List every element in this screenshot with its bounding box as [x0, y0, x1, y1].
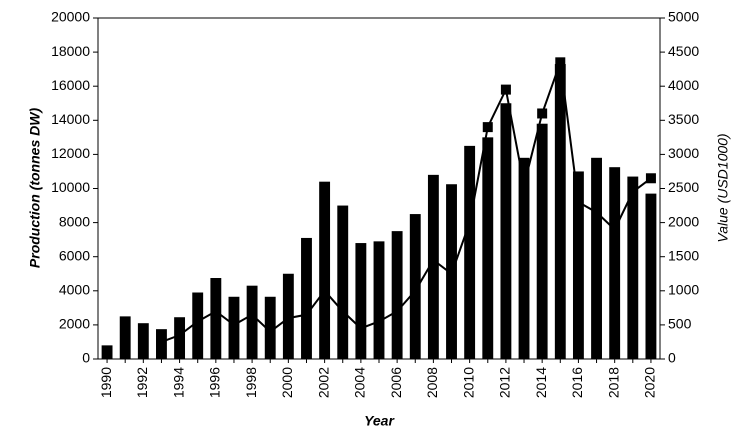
line-marker — [301, 309, 312, 320]
bar — [591, 157, 602, 359]
x-tick-label: 2012 — [497, 367, 513, 398]
x-tick-label: 1998 — [243, 367, 259, 398]
y-tick-label: 20000 — [51, 9, 90, 25]
y-tick-label: 0 — [82, 350, 90, 366]
bar — [500, 103, 512, 359]
line-marker — [627, 186, 638, 197]
bar — [319, 181, 331, 359]
y-tick-label: 6000 — [59, 247, 90, 263]
y-tick-label: 14000 — [51, 111, 90, 127]
line-marker — [609, 224, 620, 235]
line-marker — [537, 108, 548, 119]
y-tick-label: 18000 — [51, 43, 90, 59]
bar — [301, 237, 312, 359]
x-tick-label: 2008 — [424, 367, 440, 398]
line-marker — [374, 316, 384, 327]
bar — [518, 157, 530, 359]
y2-tick-label: 5000 — [668, 9, 699, 25]
bar — [482, 137, 494, 359]
x-tick-label: 1996 — [207, 367, 223, 398]
x-tick-label: 2016 — [569, 367, 585, 398]
line-marker — [555, 57, 566, 68]
bar — [536, 123, 548, 360]
x-tick-label: 2010 — [460, 367, 476, 398]
bar — [337, 205, 349, 359]
line-marker — [464, 217, 475, 228]
y2-tick-label: 3000 — [668, 145, 699, 161]
line-marker — [410, 285, 421, 296]
line-marker — [265, 326, 276, 337]
x-tick-label: 2006 — [388, 367, 404, 398]
bar — [572, 171, 584, 359]
line-marker — [446, 268, 457, 279]
line-marker — [156, 336, 167, 347]
line-marker — [591, 207, 602, 218]
x-tick-label: 1990 — [98, 367, 114, 398]
bar — [119, 316, 131, 359]
y2-tick-label: 0 — [668, 350, 676, 366]
x-tick-label: 2004 — [352, 367, 368, 398]
y-tick-label: 2000 — [59, 316, 90, 332]
line-marker — [247, 309, 258, 320]
y2-axis-title: Value (USD1000) — [715, 133, 731, 242]
y2-tick-label: 3500 — [668, 111, 699, 127]
y-tick-label: 4000 — [59, 282, 90, 298]
bar — [609, 167, 621, 359]
y-tick-label: 16000 — [51, 77, 90, 93]
bar — [627, 176, 639, 359]
line-marker — [174, 330, 185, 341]
line-marker — [319, 285, 330, 296]
x-tick-label: 1994 — [170, 367, 186, 398]
line-marker — [192, 316, 203, 327]
line — [161, 61, 652, 343]
bar — [137, 323, 149, 359]
x-tick-label: 1992 — [134, 367, 150, 398]
line-marker — [573, 197, 584, 208]
bar — [391, 231, 403, 359]
line-marker — [210, 306, 221, 317]
bar — [210, 278, 222, 359]
y2-tick-label: 1500 — [668, 247, 699, 263]
line-marker — [392, 306, 403, 317]
x-tick-label: 2000 — [279, 367, 295, 398]
y2-tick-label: 1000 — [668, 282, 699, 298]
x-tick-label: 2002 — [315, 367, 331, 398]
bar — [373, 241, 385, 359]
y-tick-label: 8000 — [59, 213, 90, 229]
y-axis-title: Production (tonnes DW) — [27, 108, 43, 269]
line-marker — [428, 255, 439, 266]
x-tick-label: 2020 — [642, 367, 658, 398]
bar — [464, 145, 476, 359]
x-tick-label: 2018 — [605, 367, 621, 398]
y2-tick-label: 4500 — [668, 43, 699, 59]
bar — [427, 174, 439, 359]
bar — [645, 193, 657, 359]
y2-tick-label: 4000 — [668, 77, 699, 93]
y2-tick-label: 2000 — [668, 213, 699, 229]
line-marker — [645, 173, 656, 184]
bar — [355, 243, 367, 359]
y-tick-label: 12000 — [51, 145, 90, 161]
line-marker — [337, 306, 348, 317]
line-marker — [355, 323, 366, 334]
bar — [246, 285, 258, 359]
bar — [101, 345, 113, 359]
x-axis-title: Year — [364, 413, 395, 429]
line-marker — [228, 319, 239, 330]
y-tick-label: 10000 — [51, 179, 90, 195]
line-marker — [500, 84, 511, 95]
bar — [554, 64, 566, 359]
line-marker — [482, 122, 493, 133]
line-marker — [519, 180, 530, 191]
line-marker — [283, 313, 294, 324]
y2-tick-label: 2500 — [668, 179, 699, 195]
x-tick-label: 2014 — [533, 367, 549, 398]
y2-tick-label: 500 — [668, 316, 692, 332]
